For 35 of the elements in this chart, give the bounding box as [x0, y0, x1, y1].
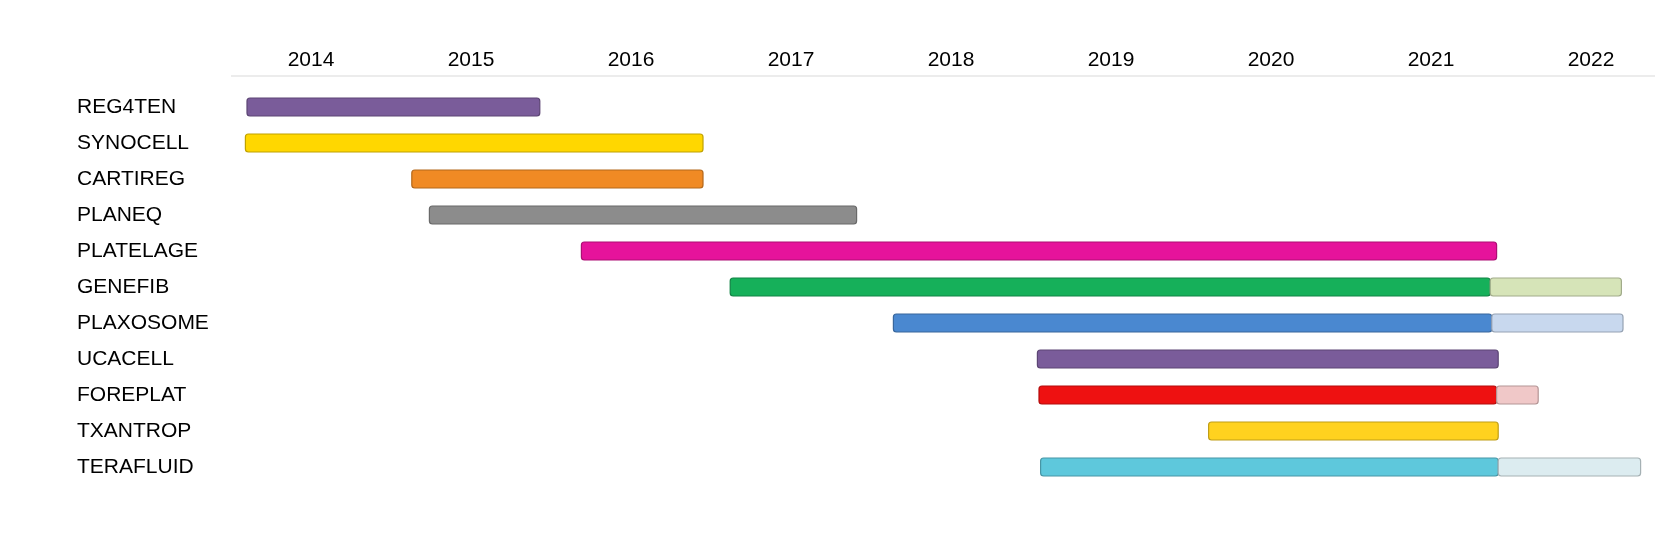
y-tick-label: REG4TEN	[77, 93, 177, 117]
y-tick-label: UCACELL	[77, 345, 174, 369]
y-tick-label: PLATELAGE	[77, 237, 198, 261]
x-tick-label: 2022	[1567, 47, 1615, 70]
x-tick-label: 2021	[1407, 47, 1455, 70]
bar	[1497, 457, 1642, 477]
y-tick-label: PLAXOSOME	[77, 309, 209, 333]
bar	[1036, 349, 1499, 369]
bar	[1038, 385, 1498, 405]
y-tick-label: TXANTROP	[77, 417, 192, 441]
x-tick-label: 2018	[927, 47, 975, 70]
x-tick-label: 2015	[447, 47, 495, 70]
x-tick-label: 2016	[607, 47, 655, 70]
bar	[411, 169, 704, 189]
y-tick-label: GENEFIB	[77, 273, 170, 297]
x-tick-label: 2019	[1087, 47, 1135, 70]
bar	[580, 241, 1498, 261]
bar	[892, 313, 1493, 333]
y-tick-label: FOREPLAT	[77, 381, 187, 405]
bar	[1040, 457, 1499, 477]
y-tick-label: CARTIREG	[77, 165, 186, 189]
bar	[1489, 277, 1622, 297]
bar	[1208, 421, 1499, 441]
bar	[428, 205, 858, 225]
bar	[246, 97, 541, 117]
x-tick-label: 2017	[767, 47, 815, 70]
x-tick-label: 2020	[1247, 47, 1295, 70]
bar	[1491, 313, 1624, 333]
y-tick-label: SYNOCELL	[77, 129, 190, 153]
y-tick-label: TERAFLUID	[77, 453, 194, 477]
bar	[244, 133, 704, 153]
bar	[729, 277, 1491, 297]
x-tick-label: 2014	[287, 47, 335, 70]
y-tick-label: PLANEQ	[77, 201, 163, 225]
bar	[1496, 385, 1539, 405]
